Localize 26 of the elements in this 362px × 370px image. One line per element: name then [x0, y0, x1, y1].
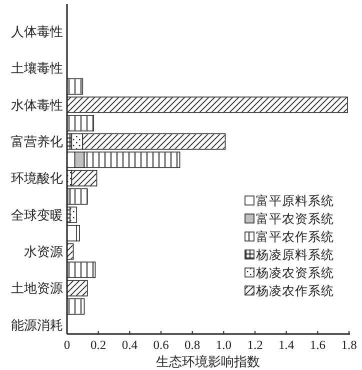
x-tick-label: 1.8 [341, 338, 357, 352]
legend-label: 富平农资系统 [256, 211, 334, 226]
legend-label: 杨凌原料系统 [255, 248, 334, 262]
legend-label: 富平农作系统 [256, 229, 334, 244]
y-tick-label: 水资源 [24, 244, 63, 259]
legend-label: 富平原料系统 [256, 193, 334, 208]
y-tick-label: 全球变暖 [11, 207, 63, 222]
legend-label: 杨凌农作系统 [255, 284, 334, 298]
legend-label: 杨凌农资系统 [255, 266, 334, 280]
y-tick-label: 土地资源 [11, 280, 63, 296]
x-tick-label: 0.6 [153, 338, 169, 352]
x-tick-label: 0.4 [122, 338, 138, 352]
y-tick-label: 土壤毒性 [11, 60, 63, 76]
y-tick-label: 水体毒性 [11, 97, 63, 112]
y-tick-label: 富营养化 [11, 134, 63, 149]
x-tick-label: 1.0 [216, 338, 232, 352]
x-tick-label: 0.8 [184, 338, 200, 352]
x-tick-label: 0 [64, 338, 70, 352]
x-tick-label: 1.4 [278, 338, 295, 352]
y-tick-label: 人体毒性 [11, 24, 63, 39]
x-tick-label: 1.2 [247, 338, 263, 352]
y-tick-label: 环境酸化 [11, 170, 63, 186]
x-tick-label: 0.2 [90, 338, 106, 352]
x-tick-label: 1.6 [310, 338, 326, 352]
y-tick-label: 能源消耗 [11, 317, 63, 332]
x-axis-title: 生态环境影响指数 [156, 354, 260, 369]
